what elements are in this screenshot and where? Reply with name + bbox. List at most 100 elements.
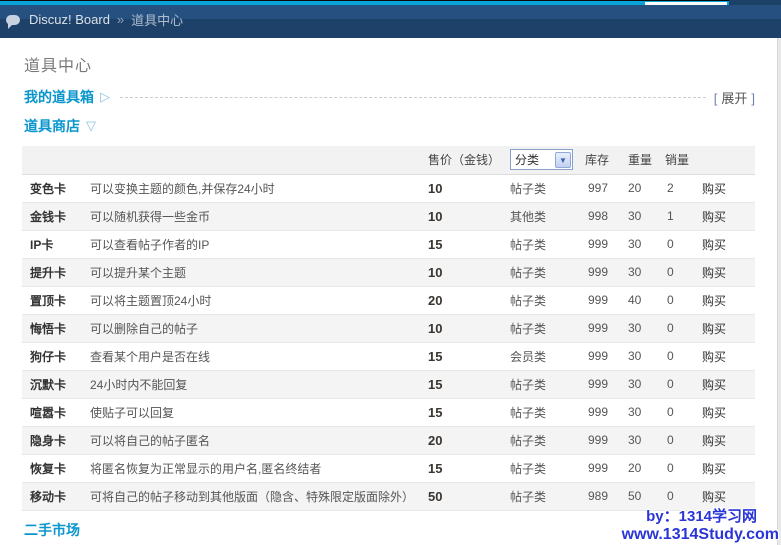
items-tbody: 变色卡 可以变换主题的颜色,并保存24小时 10 帖子类 997 20 2 购买… <box>22 174 755 511</box>
browser-edge-corner <box>729 0 781 6</box>
item-stock: 999 <box>580 342 623 371</box>
item-price: 20 <box>423 286 503 315</box>
item-name: 隐身卡 <box>22 426 90 455</box>
breadcrumb-current-page: 道具中心 <box>131 13 184 28</box>
browser-edge-strip <box>0 0 781 6</box>
item-stock: 998 <box>580 202 623 231</box>
item-weight: 30 <box>623 426 660 455</box>
item-price: 10 <box>423 202 503 231</box>
buy-link[interactable]: 购买 <box>702 405 727 420</box>
buy-link[interactable]: 购买 <box>702 321 727 336</box>
table-row: 变色卡 可以变换主题的颜色,并保存24小时 10 帖子类 997 20 2 购买 <box>22 174 755 203</box>
buy-link[interactable]: 购买 <box>702 209 727 224</box>
buy-link[interactable]: 购买 <box>702 265 727 280</box>
header-name <box>22 146 90 175</box>
item-category: 帖子类 <box>503 286 580 315</box>
item-weight: 30 <box>623 342 660 371</box>
section-second-hand-market: 二手市场 <box>24 520 755 540</box>
table-row: 悔悟卡 可以删除自己的帖子 10 帖子类 999 30 0 购买 <box>22 314 755 343</box>
item-weight: 30 <box>623 314 660 343</box>
table-row: 沉默卡 24小时内不能回复 15 帖子类 999 30 0 购买 <box>22 370 755 399</box>
expand-link[interactable]: [展开] <box>714 88 755 107</box>
item-category: 帖子类 <box>503 482 580 511</box>
buy-link[interactable]: 购买 <box>702 349 727 364</box>
item-stock: 999 <box>580 454 623 483</box>
item-name: 置顶卡 <box>22 286 90 315</box>
item-sales: 2 <box>660 174 697 203</box>
item-name: 悔悟卡 <box>22 314 90 343</box>
item-stock: 999 <box>580 258 623 287</box>
item-price: 15 <box>423 370 503 399</box>
breadcrumb-separator: » <box>116 12 125 27</box>
header-sales: 销量 <box>660 146 697 175</box>
section-my-items-box: 我的道具箱 ▷ [展开] <box>24 87 755 107</box>
item-weight: 30 <box>623 258 660 287</box>
item-price: 15 <box>423 230 503 259</box>
item-price: 15 <box>423 342 503 371</box>
table-row: 移动卡 可将自己的帖子移动到其他版面（隐含、特殊限定版面除外） 50 帖子类 9… <box>22 482 755 511</box>
table-row: 提升卡 可以提升某个主题 10 帖子类 999 30 0 购买 <box>22 258 755 287</box>
page-title: 道具中心 <box>24 58 93 75</box>
item-sales: 0 <box>660 370 697 399</box>
item-weight: 30 <box>623 370 660 399</box>
my-items-box-toggle[interactable]: 我的道具箱 <box>24 89 94 105</box>
item-category: 帖子类 <box>503 370 580 399</box>
item-desc: 可以查看帖子作者的IP <box>90 230 423 259</box>
item-shop-table: 售价（金钱） 分类 ▼ 库存 重量 销量 变色卡 可以变换主题的颜色,并保存24… <box>22 146 755 511</box>
item-price: 10 <box>423 314 503 343</box>
breadcrumb-site-link[interactable]: Discuz! Board <box>29 12 110 27</box>
item-price: 15 <box>423 454 503 483</box>
buy-link[interactable]: 购买 <box>702 181 727 196</box>
table-row: 置顶卡 可以将主题置顶24小时 20 帖子类 999 40 0 购买 <box>22 286 755 315</box>
buy-link[interactable]: 购买 <box>702 237 727 252</box>
category-filter-select[interactable]: 分类 ▼ <box>510 149 573 171</box>
item-stock: 997 <box>580 174 623 203</box>
expand-open-bracket: [ <box>713 90 718 106</box>
item-price: 15 <box>423 398 503 427</box>
table-row: 喧嚣卡 使贴子可以回复 15 帖子类 999 30 0 购买 <box>22 398 755 427</box>
buy-link[interactable]: 购买 <box>702 433 727 448</box>
item-category: 帖子类 <box>503 174 580 203</box>
breadcrumb: Discuz! Board » 道具中心 <box>0 5 781 38</box>
item-category: 其他类 <box>503 202 580 231</box>
item-sales: 1 <box>660 202 697 231</box>
buy-link[interactable]: 购买 <box>702 377 727 392</box>
item-desc: 可将自己的帖子移动到其他版面（隐含、特殊限定版面除外） <box>90 482 423 511</box>
item-stock: 999 <box>580 398 623 427</box>
header-weight: 重量 <box>623 146 660 175</box>
item-price: 20 <box>423 426 503 455</box>
select-dropdown-arrow-icon: ▼ <box>555 151 571 168</box>
buy-link[interactable]: 购买 <box>702 489 727 504</box>
item-sales: 0 <box>660 454 697 483</box>
item-weight: 40 <box>623 286 660 315</box>
item-desc: 24小时内不能回复 <box>90 370 423 399</box>
chevron-down-icon: ▽ <box>86 118 96 133</box>
buy-link[interactable]: 购买 <box>702 293 727 308</box>
expand-close-bracket: ] <box>751 90 755 106</box>
item-desc: 可以变换主题的颜色,并保存24小时 <box>90 174 423 203</box>
scrollbar[interactable] <box>777 38 781 545</box>
item-desc: 将匿名恢复为正常显示的用户名,匿名终结者 <box>90 454 423 483</box>
buy-link[interactable]: 购买 <box>702 461 727 476</box>
item-name: 恢复卡 <box>22 454 90 483</box>
item-sales: 0 <box>660 426 697 455</box>
header-category: 分类 ▼ <box>503 146 580 175</box>
item-stock: 999 <box>580 426 623 455</box>
item-category: 帖子类 <box>503 398 580 427</box>
item-name: 喧嚣卡 <box>22 398 90 427</box>
item-shop-toggle[interactable]: 道具商店 <box>24 118 80 134</box>
watermark-line1: by：1314学习网 <box>646 508 757 525</box>
item-desc: 可以将主题置顶24小时 <box>90 286 423 315</box>
item-sales: 0 <box>660 314 697 343</box>
item-weight: 30 <box>623 398 660 427</box>
item-stock: 999 <box>580 286 623 315</box>
browser-tab-fragment <box>645 2 727 6</box>
item-weight: 20 <box>623 174 660 203</box>
header-stock: 库存 <box>580 146 623 175</box>
item-category: 会员类 <box>503 342 580 371</box>
item-stock: 999 <box>580 314 623 343</box>
header-desc <box>90 146 423 175</box>
item-desc: 可以删除自己的帖子 <box>90 314 423 343</box>
dashed-divider <box>120 96 706 98</box>
second-hand-market-toggle[interactable]: 二手市场 <box>24 522 80 538</box>
